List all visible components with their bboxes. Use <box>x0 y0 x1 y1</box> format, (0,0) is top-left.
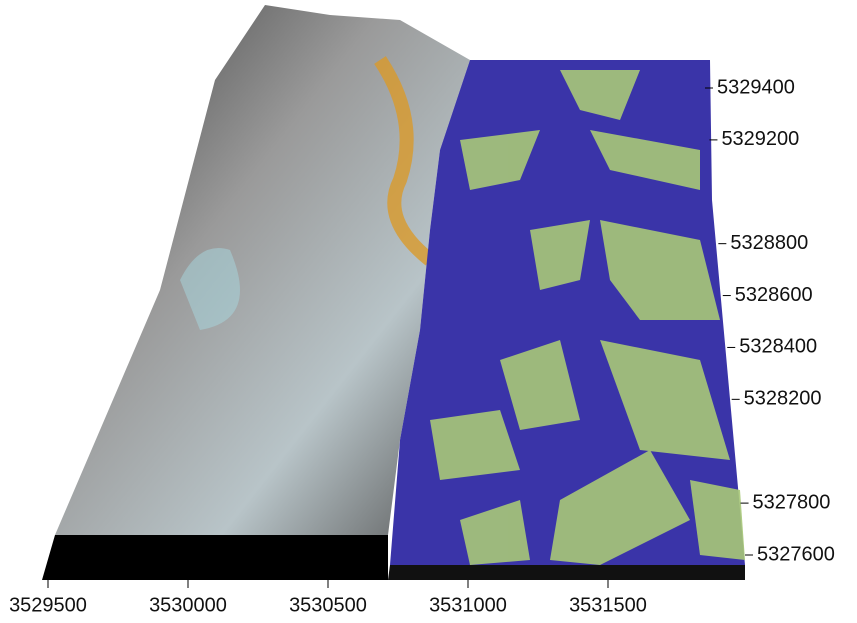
x-axis: 3529500 3530000 3530500 3531000 3531500 <box>9 580 647 616</box>
terrain <box>42 5 745 580</box>
y-tick-label: 5328600 <box>735 284 813 306</box>
y-tick-label: 5327800 <box>753 491 831 513</box>
x-tick-label: 3529500 <box>9 594 87 616</box>
terrain-base-right <box>388 565 745 580</box>
x-tick-label: 3531000 <box>429 594 507 616</box>
y-tick-label: 5328200 <box>744 388 822 410</box>
terrain-base <box>42 535 388 580</box>
y-tick-label: 5329400 <box>717 76 795 98</box>
x-tick-label: 3531500 <box>569 594 647 616</box>
y-tick-label: 5328800 <box>730 232 808 254</box>
x-tick-label: 3530000 <box>149 594 227 616</box>
y-tick-label: 5328400 <box>739 336 817 358</box>
terrain-view: 3529500 3530000 3530500 3531000 3531500 5329… <box>0 0 857 623</box>
y-tick-label: 5329200 <box>721 128 799 150</box>
y-tick-label: 5327600 <box>757 543 835 565</box>
x-tick-label: 3530500 <box>289 594 367 616</box>
